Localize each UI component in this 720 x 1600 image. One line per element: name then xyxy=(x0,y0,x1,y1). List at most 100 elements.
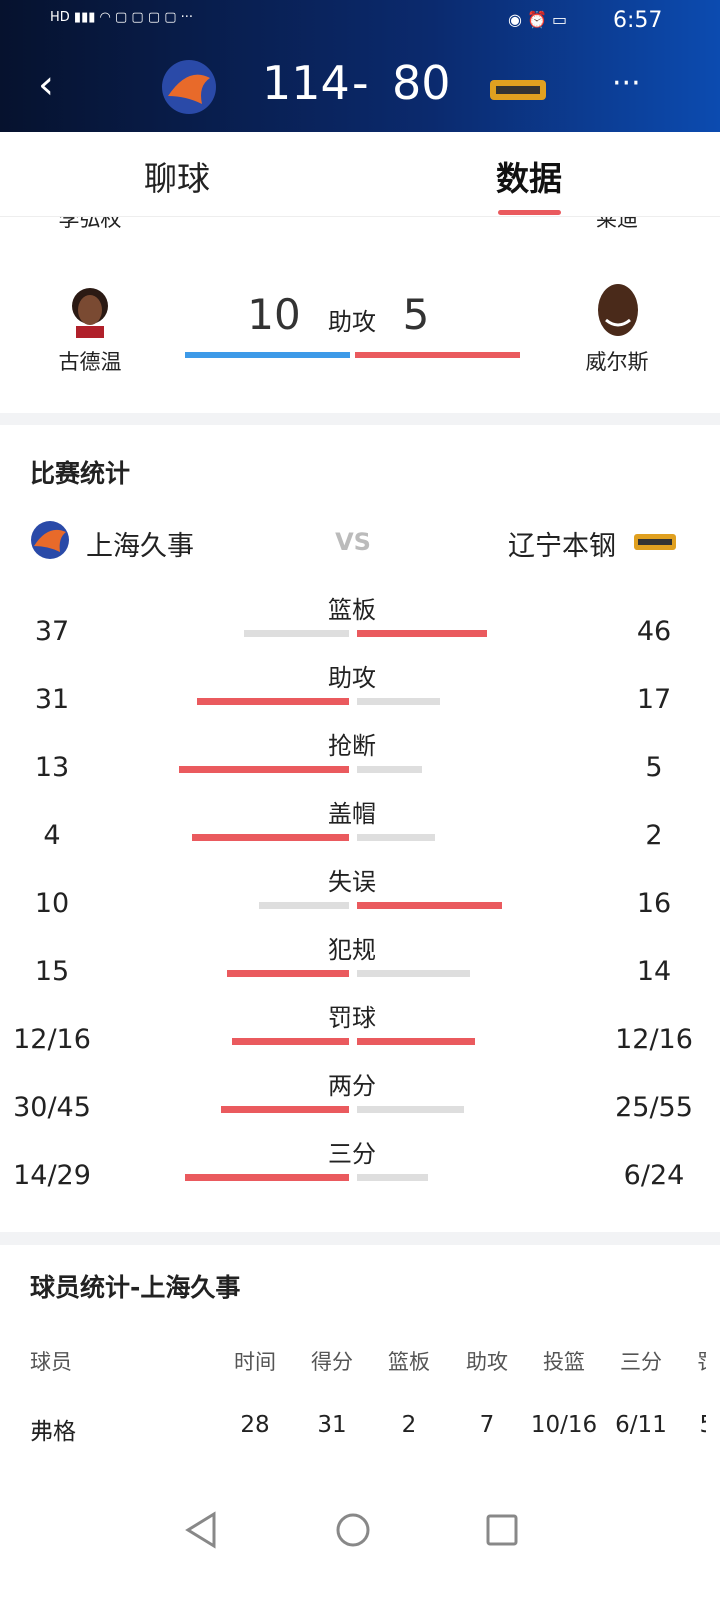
away-bar xyxy=(357,630,488,637)
clock: 6:57 xyxy=(613,8,663,33)
away-value: 12/16 xyxy=(615,1024,693,1055)
home-value: 13 xyxy=(34,752,70,783)
home-score: 114 xyxy=(262,56,350,110)
home-bar xyxy=(231,1038,349,1045)
stat-label: 失误 xyxy=(328,868,376,896)
table-cell: 31 xyxy=(317,1412,347,1438)
stat-label: 盖帽 xyxy=(328,800,376,828)
leader-bar xyxy=(355,352,520,358)
stat-label: 两分 xyxy=(328,1072,376,1100)
divider xyxy=(0,1232,720,1245)
more-button[interactable]: ··· xyxy=(612,66,641,101)
column-header: 投篮 xyxy=(543,1350,585,1374)
home-bar xyxy=(184,1174,349,1181)
column-header: 罚球 xyxy=(697,1346,706,1376)
home-value: 30/45 xyxy=(13,1092,91,1123)
table-cell: 弗格 xyxy=(30,1419,76,1445)
home-bar xyxy=(179,766,349,773)
away-bar xyxy=(357,698,441,705)
away-bar xyxy=(357,834,436,841)
leader-value: 10 xyxy=(247,290,301,339)
away-score: 80 xyxy=(392,56,451,110)
away-value: 16 xyxy=(636,888,672,919)
home-bar xyxy=(244,630,349,637)
away-bar xyxy=(357,970,471,977)
home-bar xyxy=(258,902,349,909)
away-bar xyxy=(357,902,502,909)
column-header: 球员 xyxy=(30,1350,72,1374)
nav-home[interactable] xyxy=(336,1513,370,1547)
away-value: 14 xyxy=(636,956,672,987)
player-name: 莱迪 xyxy=(596,217,638,231)
away-value: 6/24 xyxy=(623,1160,685,1191)
stat-label: 犯规 xyxy=(328,936,376,964)
tab[interactable]: 聊球 xyxy=(144,159,210,198)
stat-label: 抢断 xyxy=(328,732,376,760)
leader-value: 5 xyxy=(402,290,430,339)
stat-label: 罚球 xyxy=(328,1004,376,1032)
away-logo xyxy=(490,80,546,100)
header xyxy=(0,0,720,132)
back-button[interactable]: ‹ xyxy=(38,62,54,108)
section-title: 球员统计-上海久事 xyxy=(30,1273,241,1302)
home-bar xyxy=(220,1106,349,1113)
cropped-row: 李弘权 莱迪 xyxy=(0,217,720,231)
away-bar xyxy=(357,1174,428,1181)
home-bar xyxy=(227,970,349,977)
leader-label: 助攻 xyxy=(328,308,376,336)
score-separator: - xyxy=(352,56,369,110)
stat-label: 篮板 xyxy=(328,596,376,624)
section-title: 比赛统计 xyxy=(30,459,131,488)
leader-bar xyxy=(185,352,350,358)
column-header: 助攻 xyxy=(466,1350,508,1374)
home-value: 15 xyxy=(34,956,70,987)
home-bar xyxy=(197,698,349,705)
table-cell: 5/5 xyxy=(699,1412,706,1438)
home-value: 31 xyxy=(34,684,70,715)
table-cell: 10/16 xyxy=(530,1412,598,1438)
column-header: 篮板 xyxy=(388,1350,430,1374)
column-header: 得分 xyxy=(311,1350,353,1374)
home-logo xyxy=(162,60,216,114)
home-value: 14/29 xyxy=(13,1160,91,1191)
player-name: 李弘权 xyxy=(58,217,122,231)
tab-indicator xyxy=(498,210,561,215)
status-icons-right: ◉ ⏰ ▭ xyxy=(508,10,568,29)
status-icons: HD ▮▮▮ ◠ ▢ ▢ ▢ ▢ ··· xyxy=(50,10,194,25)
home-logo xyxy=(31,521,69,559)
away-value: 46 xyxy=(636,616,672,647)
nav-recent[interactable] xyxy=(486,1514,518,1546)
team-name: 上海久事 xyxy=(86,531,194,562)
away-bar xyxy=(357,1038,475,1045)
team-name: 辽宁本钢 xyxy=(508,531,616,562)
table-cell: 6/11 xyxy=(615,1412,667,1438)
vs-label: VS xyxy=(335,528,371,556)
divider xyxy=(0,216,720,217)
home-value: 37 xyxy=(34,616,70,647)
away-bar xyxy=(357,766,423,773)
away-value: 2 xyxy=(645,820,663,851)
home-bar xyxy=(192,834,349,841)
away-value: 17 xyxy=(636,684,672,715)
table-cell: 7 xyxy=(479,1412,495,1438)
tab-active[interactable]: 数据 xyxy=(496,159,562,198)
column-header: 时间 xyxy=(234,1350,276,1374)
away-logo xyxy=(634,534,676,550)
nav-back[interactable] xyxy=(185,1511,216,1549)
away-bar xyxy=(357,1106,464,1113)
home-value: 4 xyxy=(43,820,61,851)
player-avatar xyxy=(72,288,108,338)
home-value: 12/16 xyxy=(13,1024,91,1055)
player-name: 古德温 xyxy=(58,350,122,374)
away-value: 5 xyxy=(645,752,663,783)
table-cell: 28 xyxy=(240,1412,270,1438)
divider xyxy=(0,413,720,425)
column-header: 三分 xyxy=(620,1350,662,1374)
home-value: 10 xyxy=(34,888,70,919)
table-cell: 2 xyxy=(401,1412,417,1438)
nav-bar xyxy=(185,1511,518,1549)
player-avatar xyxy=(598,284,638,336)
stat-label: 三分 xyxy=(328,1140,376,1168)
